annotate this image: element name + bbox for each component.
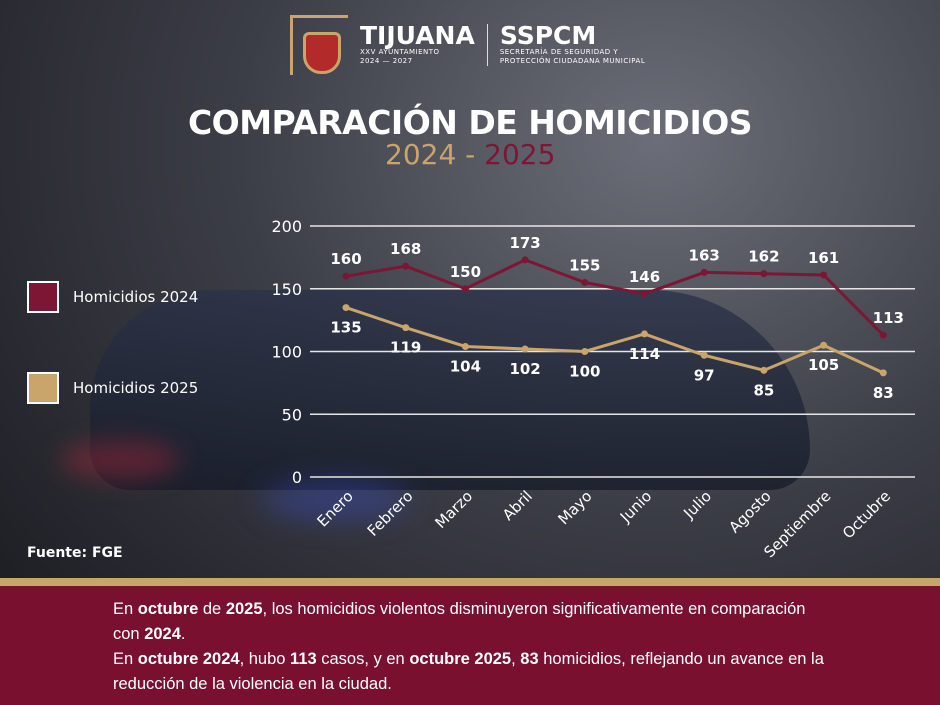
- text: casos, y en: [316, 650, 410, 668]
- text: En: [113, 600, 138, 618]
- tijuana-brand: TIJUANA XXV AYUNTAMIENTO 2024 — 2027: [360, 21, 475, 65]
- text: En: [113, 650, 138, 668]
- background-police-car: [90, 290, 810, 490]
- data-point: [879, 331, 887, 339]
- data-point: [402, 324, 410, 332]
- y-tick-label: 0: [292, 468, 302, 487]
- data-label: 150: [450, 263, 481, 281]
- data-label: 146: [629, 268, 660, 286]
- background-light: [260, 480, 410, 520]
- data-label: 163: [689, 246, 720, 264]
- data-point: [461, 285, 469, 293]
- data-point: [760, 366, 768, 374]
- data-label: 83: [873, 384, 894, 402]
- data-point: [820, 271, 828, 279]
- data-label: 113: [873, 309, 904, 327]
- sspcm-brand: SSPCM SECRETARÍA DE SEGURIDAD Y PROTECCI…: [499, 21, 646, 65]
- gold-stripe: [0, 578, 940, 586]
- bold-text: octubre 2024: [137, 650, 240, 668]
- legend-item-2025: Homicidios 2025: [27, 372, 198, 404]
- y-tick-label: 150: [271, 280, 302, 299]
- series-line-2024: [345, 258, 885, 337]
- data-point: [760, 270, 768, 278]
- y-tick-label: 100: [271, 343, 302, 362]
- header-logos: TIJUANA XXV AYUNTAMIENTO 2024 — 2027 SSP…: [290, 10, 645, 80]
- data-label: 104: [450, 357, 481, 375]
- data-point: [521, 345, 529, 353]
- source-note: Fuente: FGE: [27, 545, 123, 561]
- footer-band: [0, 586, 940, 705]
- data-point: [581, 348, 589, 355]
- text: , los homicidios violentos disminuyeron …: [113, 600, 806, 643]
- legend-item-2024: Homicidios 2024: [27, 281, 198, 313]
- divider: [486, 24, 488, 66]
- bold-text: 113: [290, 650, 317, 668]
- x-tick-label: Abril: [499, 487, 536, 524]
- data-label: 168: [390, 240, 421, 258]
- summary-paragraph: En octubre de 2025, los homicidios viole…: [113, 597, 833, 697]
- x-tick-label: Julio: [679, 487, 715, 523]
- data-point: [879, 369, 887, 377]
- bold-text: 2025: [225, 600, 263, 618]
- data-label: 100: [569, 363, 600, 381]
- bold-text: octubre: [137, 600, 199, 618]
- chart-subtitle: 2024 - 2025: [385, 138, 556, 171]
- legend-swatch: [27, 372, 59, 404]
- chart-title: COMPARACIÓN DE HOMICIDIOS: [187, 103, 753, 142]
- data-point: [820, 341, 828, 349]
- data-point: [461, 342, 469, 350]
- series-line-2025: [345, 306, 884, 375]
- data-label: 160: [330, 250, 361, 268]
- data-label: 135: [330, 319, 361, 337]
- data-label: 119: [390, 339, 421, 357]
- y-tick-label: 50: [282, 405, 302, 424]
- x-tick-label: Agosto: [725, 487, 774, 536]
- paragraph-line: En octubre 2024, hubo 113 casos, y en oc…: [113, 647, 833, 697]
- text: homicidios, reflejando un avance en la r…: [113, 650, 824, 693]
- data-label: 85: [753, 381, 774, 399]
- paragraph-line: En octubre de 2025, los homicidios viole…: [113, 597, 833, 647]
- bold-text: 83: [520, 650, 539, 668]
- x-tick-label: Marzo: [431, 487, 476, 532]
- text: , hubo: [239, 650, 291, 668]
- background-light: [60, 440, 180, 480]
- data-point: [581, 278, 589, 286]
- data-point: [342, 272, 350, 280]
- data-point: [342, 304, 350, 312]
- x-tick-label: Mayo: [554, 487, 595, 528]
- data-label: 97: [694, 366, 715, 384]
- bold-text: 2024: [144, 625, 181, 643]
- x-tick-label: Junio: [616, 487, 655, 526]
- text: .: [180, 625, 186, 643]
- x-tick-label: Enero: [314, 487, 357, 530]
- data-label: 173: [509, 234, 540, 252]
- data-label: 114: [629, 345, 660, 363]
- data-label: 162: [748, 248, 779, 266]
- data-label: 161: [808, 249, 839, 267]
- data-point: [700, 351, 708, 359]
- bold-text: octubre 2025: [409, 650, 512, 668]
- x-tick-label: Febrero: [364, 487, 417, 540]
- data-point: [641, 330, 648, 338]
- x-tick-label: Octubre: [839, 487, 894, 542]
- legend-swatch: [27, 281, 59, 313]
- y-tick-label: 200: [271, 217, 302, 236]
- data-label: 105: [808, 356, 839, 374]
- text: ,: [511, 650, 521, 668]
- data-point: [521, 256, 529, 264]
- tijuana-crest-logo: [290, 15, 348, 75]
- data-point: [700, 268, 708, 276]
- data-point: [641, 290, 648, 298]
- data-label: 102: [509, 360, 540, 378]
- data-point: [402, 262, 410, 270]
- text: de: [198, 600, 226, 618]
- data-label: 155: [569, 256, 600, 274]
